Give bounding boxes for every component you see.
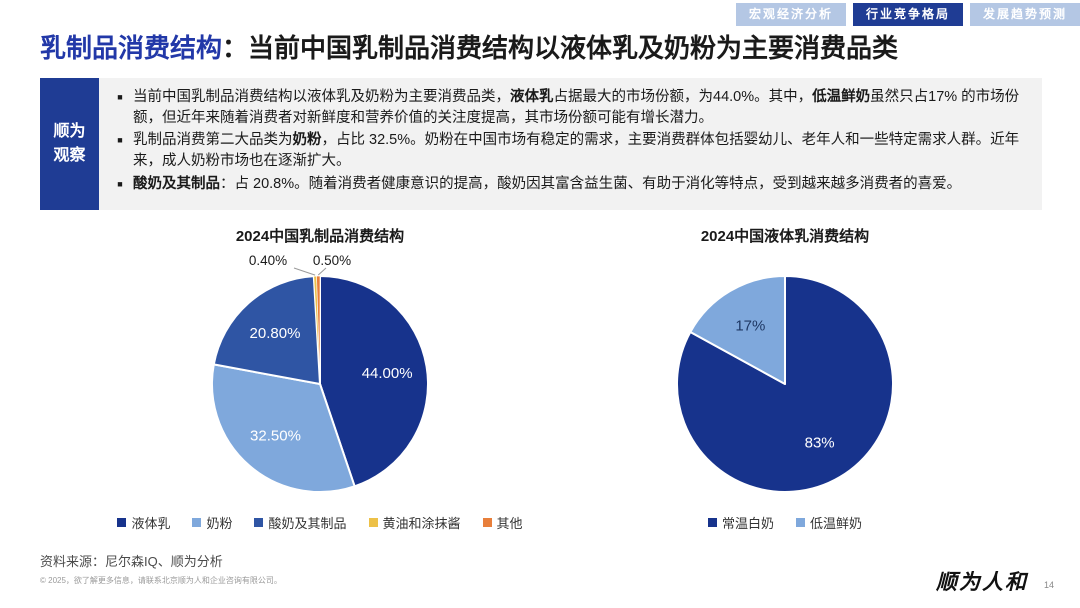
pie-slice (211, 363, 356, 493)
nav-tab[interactable]: 行业竞争格局 (852, 3, 963, 26)
pie-chart-dairy-structure: 2024中国乳制品消费结构 44.00% 32.50% 20.80% 0.40% 0.5… (110, 225, 530, 532)
legend-item: 黄油和涂抹酱 (368, 513, 461, 532)
pie-slice (212, 275, 321, 385)
pie-callout-line (293, 267, 316, 276)
page-title-highlight: 乳制品消费结构 (40, 33, 223, 63)
bullet-marker-icon: ■ (117, 178, 123, 189)
legend-item: 酸奶及其制品 (254, 513, 347, 532)
legend-label: 低温鲜奶 (810, 516, 863, 531)
legend-swatch (254, 518, 264, 527)
observe-sidebar: 顺为 观察 (40, 78, 99, 210)
pie-label: 0.50% (313, 253, 351, 268)
pie-label: 0.40% (249, 253, 287, 268)
pie-label: 20.80% (250, 325, 301, 342)
legend-label: 液体乳 (131, 516, 171, 531)
page-title-rest: ：当前中国乳制品消费结构以液体乳及奶粉为主要消费品类 (222, 33, 899, 63)
bullet-text: 当前中国乳制品消费结构以液体乳及奶粉为主要消费品类，液体乳占据最大的市场份额，为… (133, 89, 1020, 127)
observe-bullets: ■ 当前中国乳制品消费结构以液体乳及奶粉为主要消费品类，液体乳占据最大的市场份额，… (99, 78, 1042, 210)
nav-tab[interactable]: 发展趋势预测 (969, 3, 1080, 26)
pie-slice (689, 275, 786, 385)
legend-item: 其他 (482, 513, 523, 532)
bullet-marker-icon: ■ (117, 135, 123, 146)
legend-item: 奶粉 (192, 513, 232, 532)
legend-swatch (707, 518, 717, 527)
pie-label: 17% (735, 317, 765, 334)
pie-svg: 44.00% 32.50% 20.80% 0.40% 0.50% (211, 253, 429, 493)
pie-label: 32.50% (250, 427, 301, 444)
chart-legend: 液体乳 奶粉 酸奶及其制品 黄油和涂抹酱 其他 (110, 513, 530, 532)
observe-bullet: ■ 当前中国乳制品消费结构以液体乳及奶粉为主要消费品类，液体乳占据最大的市场份额，… (107, 87, 1030, 129)
legend-item: 常温白奶 (707, 513, 774, 532)
legend-label: 常温白奶 (721, 516, 774, 531)
legend-label: 黄油和涂抹酱 (382, 516, 461, 531)
legend-label: 其他 (496, 516, 523, 531)
pie-slice (319, 275, 429, 488)
legend-swatch (796, 518, 805, 527)
observe-bullet: ■ 乳制品消费第二大品类为奶粉，占比 32.5%。奶粉在中国市场有稳定的需求，主要… (107, 130, 1030, 172)
observe-sidebar-line2: 观察 (53, 147, 86, 164)
chart-title: 2024中国液体乳消费结构 (700, 228, 870, 245)
bullet-marker-icon: ■ (117, 92, 123, 102)
copyright-note: © 2025，欲了解更多信息，请联系北京顺为人和企业咨询有限公司。 (40, 576, 282, 585)
legend-label: 奶粉 (206, 516, 233, 531)
legend-label: 酸奶及其制品 (268, 516, 347, 531)
legend-item: 低温鲜奶 (796, 513, 862, 532)
legend-swatch (117, 518, 127, 527)
bullet-text: 酸奶及其制品：占 20.8%。随着消费者健康意识的提高，酸奶因其富含益生菌、有助… (133, 175, 962, 192)
source-note: 资料来源：尼尔森IQ、顺为分析 (40, 554, 223, 569)
pie-label: 44.00% (362, 365, 413, 382)
legend-item: 液体乳 (117, 513, 170, 532)
nav-tab[interactable]: 宏观经济分析 (735, 3, 846, 26)
company-logo: 顺为人和 (936, 569, 1028, 594)
observe-sidebar-line1: 顺为 (53, 123, 86, 140)
observe-bullet: ■ 酸奶及其制品：占 20.8%。随着消费者健康意识的提高，酸奶因其富含益生菌、有… (107, 174, 1030, 195)
bullet-text: 乳制品消费第二大品类为奶粉，占比 32.5%。奶粉在中国市场有稳定的需求，主要消… (133, 132, 1020, 170)
nav-tabs: 宏观经济分析 行业竞争格局 发展趋势预测 (735, 3, 1080, 26)
pie-chart-liquid-milk-structure: 2024中国液体乳消费结构 83% 17% 常温白奶 低温鲜奶 (575, 225, 995, 532)
pie-slice (316, 275, 321, 385)
legend-swatch (192, 518, 202, 527)
chart-title: 2024中国乳制品消费结构 (235, 228, 405, 245)
legend-swatch (482, 518, 492, 527)
legend-swatch (368, 518, 378, 527)
chart-legend: 常温白奶 低温鲜奶 (575, 513, 995, 532)
page-number: 14 (1043, 580, 1054, 590)
pie-svg: 83% 17% (676, 275, 894, 493)
pie-label: 83% (805, 435, 835, 452)
pie-callout-line (317, 267, 327, 276)
page-title: 乳制品消费结构：当前中国乳制品消费结构以液体乳及奶粉为主要消费品类 (40, 28, 1042, 65)
observe-box: 顺为 观察 ■ 当前中国乳制品消费结构以液体乳及奶粉为主要消费品类，液体乳占据最大… (40, 78, 1042, 210)
